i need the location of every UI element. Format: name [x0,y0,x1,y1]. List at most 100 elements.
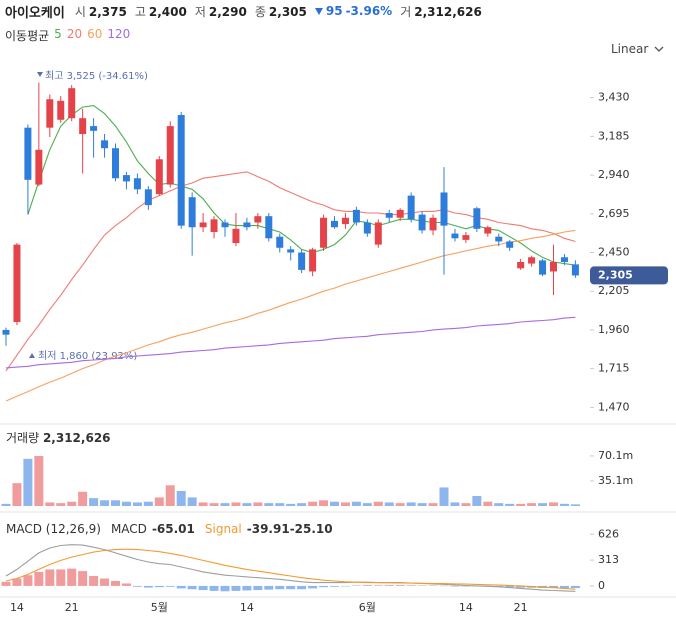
y-tick-label: 626 [598,527,619,540]
volume-bar [505,503,515,506]
volume-bar [527,503,537,506]
ma-legend-item: 20 [66,27,83,41]
macd-histogram-bar [373,585,383,586]
macd-histogram-bar [165,585,175,587]
candle-body [221,222,229,228]
candle-body [396,209,404,218]
volume-title: 거래량 2,312,626 [6,431,111,445]
candle-body [155,159,163,195]
candle-body [320,217,328,248]
volume-bar [1,503,11,506]
volume-bar [549,502,558,506]
candle-body [517,261,525,269]
high-marker [37,72,43,77]
candle-body [188,197,196,228]
y-tick-label: 1,470 [598,400,630,413]
y-tick-label: 2,695 [598,207,630,220]
volume-bar [12,483,22,506]
ohlc-item: 시 2,375 [75,3,127,20]
macd-legend-name: MACD [111,522,147,536]
price-change: 95 -3.96% [314,4,393,18]
candle-body [560,257,568,262]
candle-body [550,261,557,272]
volume-bar [395,503,405,506]
macd-histogram-bar [100,578,110,586]
signal-legend-value: -39.91 [247,522,290,536]
candle-body [429,217,437,231]
y-tick-label: 1,960 [598,323,630,336]
candle-body [287,249,295,253]
macd-histogram-bar [187,585,197,590]
volume-bar [483,501,493,506]
candle-body [407,195,415,220]
macd-histogram-bar [132,585,142,587]
candle-body [199,222,207,228]
volume-bar [308,501,318,506]
macd-histogram-bar [340,585,350,587]
candle-body [210,219,218,232]
macd-histogram-bar [154,585,164,588]
macd-histogram-bar [330,585,339,587]
macd-histogram-bar [570,585,580,588]
volume-bar [111,500,120,506]
candle-body [571,264,579,276]
volume-bar [220,503,230,506]
volume-bar [428,503,438,506]
signal-legend-name: Signal [205,522,242,536]
candle-body [451,233,459,239]
ohlc-label: 종 [254,4,266,19]
scale-dropdown[interactable]: Linear [611,42,664,56]
macd-histogram-bar [56,569,66,586]
candle-body [331,220,338,228]
macd-histogram-bar [275,585,285,590]
volume-bar [417,503,427,506]
macd-histogram-bar [121,583,131,586]
candle-body [484,227,492,234]
macd-histogram-bar [231,585,241,591]
candle-body [35,149,43,185]
volume-bar [340,502,350,506]
volume-bar [165,485,175,506]
candle-body [352,209,360,223]
macd-histogram-bar [34,571,44,586]
candle-body [462,235,470,240]
volume-bar [100,500,110,506]
candle-body [374,222,382,245]
candle-body [528,257,536,264]
macd-histogram-bar [384,585,394,586]
volume-bar [176,491,186,506]
volume-bar [45,502,55,506]
candle-body [265,216,273,239]
y-tick-label: 70.1m [598,449,633,462]
volume-bar [330,501,339,506]
macd-histogram-bar [264,585,274,590]
change-pct: -3.96% [345,4,393,18]
candle-body [276,236,284,248]
macd-histogram-bar [198,585,208,591]
candle-body [122,175,130,182]
volume-item: 거 2,312,626 [400,3,482,20]
candle-body [495,236,503,242]
ma-legend: 이동평균 5 20 60 120 [5,27,130,44]
macd-histogram-bar [220,585,230,592]
candle-body [2,329,10,335]
x-tick-label: 14 [240,601,254,614]
candle-body [46,99,54,128]
volume-bar [209,503,219,506]
y-tick-label: 35.1m [598,474,633,487]
stock-name: 아이오케이 [5,5,65,21]
macd-histogram-bar [505,585,515,588]
candle-body [539,260,547,275]
ma-title: 이동평균 [5,29,50,43]
macd-histogram-bar [417,585,427,587]
macd-histogram-bar [209,585,219,591]
volume-bar [559,503,569,506]
y-tick-label: 2,450 [598,246,630,259]
volume-bar [34,456,44,506]
x-tick-label: 6월 [359,601,376,614]
candle-body [254,216,262,223]
candle-body [177,115,185,226]
volume-last: 2,312,626 [43,431,111,445]
